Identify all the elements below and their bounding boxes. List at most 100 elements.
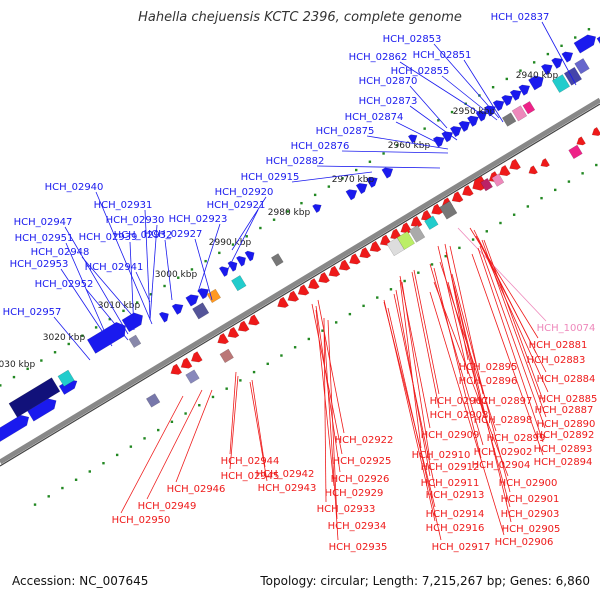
scale-kbp-label: 2960 kbp	[388, 141, 431, 151]
gray-feature-box	[270, 253, 284, 267]
reverse-gene-arrow	[318, 271, 331, 284]
forward-gene-arrow	[492, 100, 505, 112]
lower-gene-label: HCH_02914	[426, 509, 485, 520]
inner-tick-mark	[33, 503, 37, 506]
cyan-feature-box	[551, 74, 571, 93]
outer-tick-mark	[574, 36, 577, 39]
inner-tick-mark	[280, 354, 283, 357]
forward-gene-arrow	[501, 94, 514, 107]
outer-tick-mark	[396, 143, 399, 147]
upper-gene-label: HCH_02837	[491, 12, 550, 23]
outer-tick-mark	[177, 276, 180, 279]
lower-gene-label: HCH_02911	[421, 478, 480, 489]
forward-gene-arrow	[345, 189, 358, 201]
inner-tick-mark	[512, 213, 516, 216]
outer-tick-mark	[532, 61, 536, 64]
upper-gene-leader-line	[129, 241, 135, 331]
scale-kbp-label: 2970 kbp	[332, 175, 375, 185]
lower-gene-label: HCH_02945	[221, 471, 280, 482]
upper-gene-label: HCH_02953	[10, 259, 69, 270]
forward-gene-arrow	[475, 110, 488, 122]
upper-gene-label: HCH_02957	[3, 307, 62, 318]
outer-tick-mark	[382, 152, 385, 155]
lower-gene-leader-line	[481, 239, 547, 418]
lower-gene-label: HCH_10074	[537, 323, 596, 334]
forward-gene-arrow	[185, 294, 199, 307]
upper-gene-leader-line	[81, 256, 137, 321]
lower-gene-label: HCH_02908	[430, 410, 489, 421]
lower-gene-label: HCH_02883	[527, 355, 586, 366]
lower-gene-leader-line	[447, 281, 511, 508]
forward-gene-arrow	[197, 288, 210, 300]
forward-gene-arrow	[528, 75, 544, 91]
lower-gene-label: HCH_02944	[221, 456, 280, 467]
reverse-gene-arrow	[227, 326, 240, 338]
navy-feature-box	[8, 377, 61, 418]
outer-tick-mark	[0, 384, 2, 387]
lower-gene-label: HCH_02901	[501, 494, 560, 505]
outer-tick-mark	[245, 235, 248, 238]
outer-tick-mark	[12, 375, 16, 379]
rna-feature-box	[491, 173, 505, 187]
reverse-gene-arrow	[287, 290, 300, 302]
upper-gene-label: HCH_02939	[79, 232, 138, 243]
lower-gene-label: HCH_02904	[472, 460, 531, 471]
inner-tick-mark	[430, 263, 434, 266]
outer-tick-mark	[53, 351, 57, 354]
upper-gene-leader-line	[399, 61, 479, 113]
gray-feature-box	[128, 334, 142, 349]
upper-gene-leader-line	[441, 75, 498, 121]
reverse-gene-arrow	[410, 215, 423, 228]
outer-tick-mark	[368, 160, 372, 163]
upper-gene-leader-line	[64, 226, 129, 335]
upper-gene-label: HCH_02948	[31, 247, 90, 258]
upper-gene-label: HCH_02947	[14, 217, 73, 228]
inner-tick-mark	[266, 362, 269, 366]
forward-gene-arrow	[218, 266, 229, 278]
magenta-feature-box	[568, 144, 583, 160]
lower-gene-label: HCH_02899	[487, 433, 546, 444]
forward-gene-arrow	[244, 250, 255, 262]
inner-tick-mark	[102, 462, 105, 465]
reverse-gene-arrow	[180, 357, 193, 369]
upper-gene-label: HCH_02941	[85, 262, 144, 273]
outer-tick-mark	[108, 317, 111, 321]
forward-gene-arrow	[509, 89, 522, 102]
upper-gene-label: HCH_02873	[359, 96, 418, 107]
reverse-gene-arrow	[338, 259, 351, 271]
outer-tick-mark	[218, 251, 221, 255]
lower-gene-label: HCH_02926	[331, 474, 390, 485]
lower-gene-leader-line	[483, 239, 545, 404]
lower-gene-label: HCH_02902	[474, 447, 533, 458]
forward-gene-arrow	[484, 105, 496, 117]
upper-gene-leader-line	[291, 171, 373, 183]
lower-gene-leader-line	[393, 293, 436, 489]
lower-gene-leader-line	[146, 389, 203, 500]
forward-gene-arrow	[312, 203, 322, 214]
lower-gene-label: HCH_02942	[256, 469, 315, 480]
lower-gene-leader-line	[383, 299, 436, 522]
lower-gene-leader-line	[317, 299, 345, 434]
upper-gene-label: HCH_02855	[391, 66, 450, 77]
lower-gene-leader-line	[327, 319, 338, 520]
inner-tick-mark	[225, 387, 228, 390]
upper-gene-leader-line	[95, 191, 153, 325]
lower-gene-leader-line	[229, 371, 237, 455]
reverse-gene-arrow	[297, 284, 310, 296]
lower-gene-leader-line	[401, 281, 431, 461]
upper-gene-leader-line	[366, 135, 449, 150]
lower-gene-label: HCH_02913	[426, 490, 485, 501]
lower-gene-label: HCH_02898	[474, 415, 533, 426]
inner-tick-mark	[417, 271, 420, 274]
lower-gene-leader-line	[323, 317, 327, 503]
forward-gene-arrow	[355, 182, 368, 195]
upper-gene-leader-line	[85, 288, 129, 341]
outer-tick-mark	[67, 342, 70, 346]
lower-gene-label: HCH_02885	[539, 394, 598, 405]
inner-tick-mark	[334, 321, 338, 324]
forward-gene-arrow	[596, 36, 600, 45]
reverse-gene-arrow	[576, 136, 586, 146]
gray-feature-box	[145, 393, 161, 408]
forward-gene-arrow	[171, 303, 184, 315]
